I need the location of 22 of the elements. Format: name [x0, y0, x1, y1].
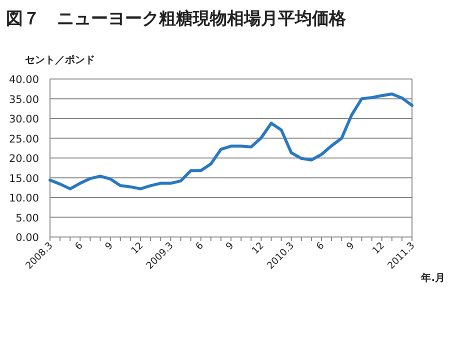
y-tick-label: 30.00 [8, 114, 39, 126]
x-axis-title: 年.月 [420, 272, 445, 284]
line-series [48, 92, 414, 190]
x-tick-label: 6 [73, 240, 86, 252]
x-tick-label: 9 [344, 240, 357, 252]
y-tick-label: 35.00 [8, 94, 39, 106]
y-tick-label: 10.00 [8, 192, 39, 204]
y-tick-label: 0.00 [16, 232, 39, 244]
y-tick-label: 20.00 [8, 153, 39, 165]
x-tick-label: 9 [224, 240, 236, 252]
y-tick-label: 25.00 [8, 133, 39, 146]
x-tick-label: 12 [370, 240, 387, 257]
chart-title: 図７ ニューヨーク粗糖現物相場月平均価格 [6, 9, 347, 29]
y-tick-label: 15.00 [8, 172, 39, 185]
x-tick-label: 6 [194, 240, 206, 252]
y-tick-label: 5.00 [16, 212, 39, 224]
x-tick-label: 6 [314, 240, 327, 252]
x-tick-label: 9 [103, 240, 116, 252]
x-tick-label: 12 [129, 240, 146, 257]
x-tick-label: 12 [250, 240, 266, 257]
y-axis-title: セント／ポンド [25, 55, 95, 66]
y-tick-label: 40.00 [8, 74, 39, 86]
